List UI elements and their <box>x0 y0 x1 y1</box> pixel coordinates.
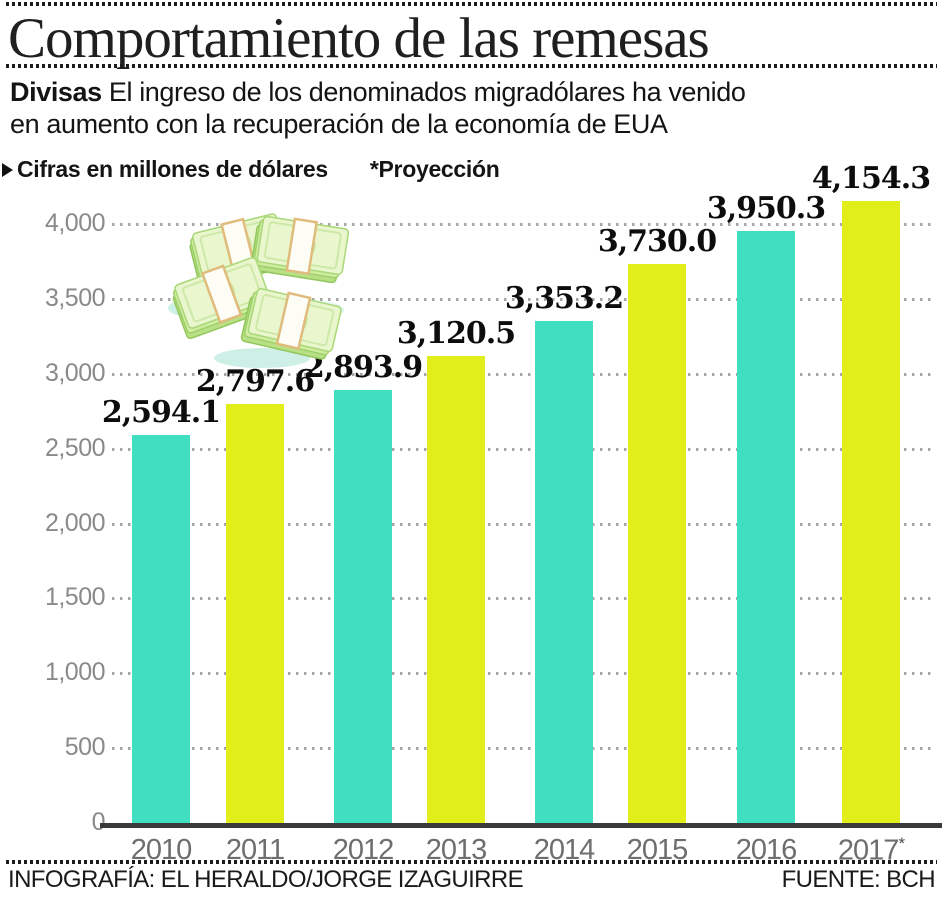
bar-value-label: 4,154.3 <box>811 160 931 196</box>
gridline <box>112 597 932 601</box>
y-axis-label: 3,500 <box>44 283 106 312</box>
bar <box>427 355 485 823</box>
gridline <box>112 372 932 376</box>
y-axis-label: 2,500 <box>44 433 106 462</box>
bar <box>334 389 392 823</box>
triangle-bullet-icon <box>2 162 13 177</box>
subtitle-line1: El ingreso de los denominados migradólar… <box>108 77 746 107</box>
y-axis-label: 1,000 <box>44 658 106 687</box>
y-axis-label: 2,000 <box>44 508 106 537</box>
units-note: Cifras en millones de dólares *Proyecció… <box>2 156 500 183</box>
bar <box>628 264 686 823</box>
gridline <box>112 747 932 751</box>
source-label: FUENTE: BCH <box>781 866 936 893</box>
bar <box>535 320 593 823</box>
bar <box>132 434 190 823</box>
x-axis-line <box>100 823 942 828</box>
y-axis-label: 500 <box>64 733 106 762</box>
title-dotted-rule <box>6 64 937 68</box>
bar <box>226 404 284 823</box>
bar-value-label: 3,730.0 <box>597 224 717 260</box>
gridline <box>112 447 932 451</box>
chart: 0 500 1,000 1,500 2,000 2,500 3,000 3,500 4,000 2… <box>0 161 943 867</box>
bar-value-label: 2,594.1 <box>101 394 221 430</box>
bar-value-label: 3,120.5 <box>396 315 516 351</box>
units-note-label: Cifras en millones de dólares <box>17 156 328 182</box>
bar-value-label: 3,950.3 <box>706 191 826 227</box>
gridline <box>112 223 932 226</box>
y-axis-label: 1,500 <box>44 583 106 612</box>
footer: INFOGRAFÍA: EL HERALDO/JORGE IZAGUIRRE F… <box>8 866 936 894</box>
gridline <box>112 522 932 526</box>
y-axis-label: 3,000 <box>44 358 106 387</box>
top-dotted-rule <box>6 2 937 6</box>
money-stacks-icon <box>168 213 350 368</box>
subtitle-kicker: Divisas <box>10 77 102 107</box>
y-axis-label: 0 <box>91 808 106 836</box>
gridline <box>112 672 932 676</box>
bar-value-label: 3,353.2 <box>504 280 624 316</box>
bar <box>842 200 900 823</box>
projection-note-label: *Proyección <box>369 156 500 182</box>
bar-value-label: 2,797.6 <box>195 364 315 400</box>
infographic-credit: INFOGRAFÍA: EL HERALDO/JORGE IZAGUIRRE <box>8 866 524 893</box>
footer-dotted-rule <box>6 860 937 864</box>
bar <box>737 231 795 823</box>
subtitle: Divisas El ingreso de los denominados mi… <box>10 76 746 140</box>
subtitle-line2: en aumento con la recuperación de la eco… <box>10 109 668 139</box>
y-axis-label: 4,000 <box>44 209 106 237</box>
gridline <box>112 297 932 301</box>
page-title: Comportamiento de las remesas <box>8 7 710 70</box>
